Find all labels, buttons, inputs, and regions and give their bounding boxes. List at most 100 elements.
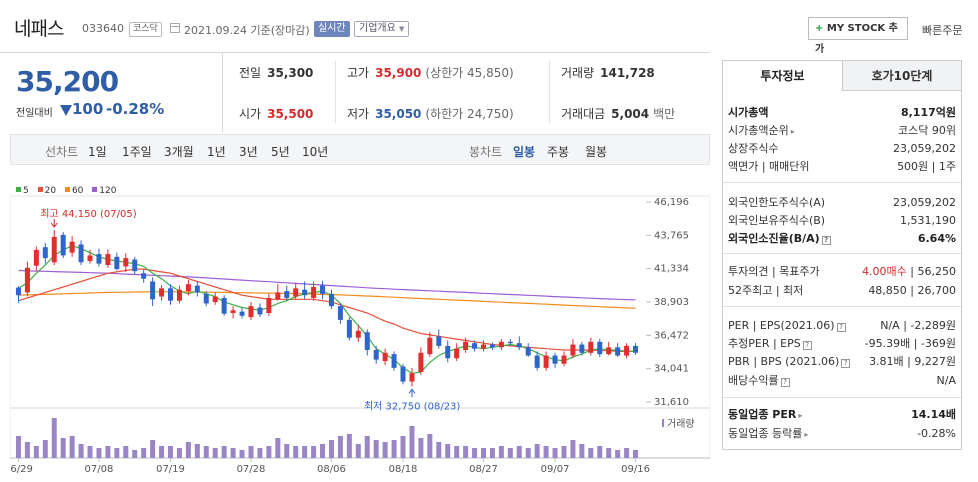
my-stock-add-button[interactable]: + MY STOCK 추가 <box>808 17 908 55</box>
company-overview-button[interactable]: 기업개요 ▼ <box>354 21 410 37</box>
calendar-icon <box>170 23 180 33</box>
candle-monthly[interactable]: 월봉 <box>585 145 608 159</box>
candle-body <box>346 319 352 338</box>
volume-bar <box>337 436 343 458</box>
candle-body <box>624 345 630 356</box>
volume-bar <box>597 446 603 458</box>
candle-body <box>427 337 433 355</box>
x-tick-label: 09/07 <box>541 464 570 475</box>
candle-body <box>373 350 379 360</box>
candle-body <box>606 347 612 355</box>
volume-bar <box>382 442 388 458</box>
period-5y[interactable]: 5년 <box>271 145 290 159</box>
volume-bar <box>525 448 531 458</box>
stat-volume: 거래량 141,728 <box>561 66 655 80</box>
x-tick-label: 07/19 <box>156 464 185 475</box>
volume-bar <box>194 444 200 458</box>
candle-body <box>185 284 191 292</box>
period-3m[interactable]: 3개월 <box>164 145 194 159</box>
row-per-eps: PER | EPS(2021.06)? N/A | -2,289원 <box>728 319 956 332</box>
candle-body <box>337 306 343 320</box>
y-tick-label: 46,196 <box>654 197 689 208</box>
candle-body <box>87 255 93 261</box>
candle-body <box>400 366 406 382</box>
volume-bar <box>168 446 173 458</box>
candle-chart-label: 봉차트 <box>469 145 503 159</box>
ma120-line <box>18 269 636 301</box>
candle-body <box>633 345 639 353</box>
candle-body <box>498 341 504 348</box>
candle-body <box>159 288 165 297</box>
candle-daily[interactable]: 일봉 <box>513 145 536 159</box>
period-1w[interactable]: 1주일 <box>122 145 152 159</box>
period-3y[interactable]: 3년 <box>239 145 258 159</box>
candle-body <box>472 343 478 349</box>
volume-bar <box>42 440 48 458</box>
volume-bar <box>239 450 245 458</box>
stat-amount: 거래대금 5,004 백만 <box>561 107 676 121</box>
volume-bar <box>87 446 93 458</box>
divider <box>723 182 961 183</box>
quick-order-link[interactable]: 빠른주문 <box>922 24 963 37</box>
candle-body <box>230 310 236 314</box>
volume-bar <box>293 446 299 458</box>
candle-body <box>132 259 138 272</box>
period-10y[interactable]: 10년 <box>302 145 329 159</box>
volume-bar <box>311 446 317 458</box>
candle-body <box>382 352 388 362</box>
candle-body <box>391 354 397 368</box>
candle-body <box>293 288 299 297</box>
volume-bar <box>302 446 308 458</box>
tab-order-book[interactable]: 호가10단계 <box>842 61 961 91</box>
y-tick-label: 34,041 <box>654 364 689 375</box>
legend-swatch <box>37 187 43 192</box>
help-icon: ? <box>802 341 812 350</box>
tab-investment-info[interactable]: 투자정보 <box>723 61 842 91</box>
divider <box>723 253 961 254</box>
market-badge: 코스닥 <box>129 22 162 37</box>
stock-name: 네패스 <box>14 18 64 40</box>
ma-legend: 5 20 60 120 <box>16 186 116 196</box>
legend-swatch <box>16 187 21 192</box>
volume-bar <box>400 436 406 458</box>
price-summary: 35,200 전일대비 100 -0.28% <box>0 52 222 132</box>
period-1d[interactable]: 1일 <box>88 145 107 159</box>
volume-bar <box>51 418 57 458</box>
volume-bar <box>364 436 370 458</box>
candle-body <box>525 347 531 356</box>
volume-bar <box>498 446 504 458</box>
volume-bar <box>445 444 451 458</box>
volume-bar <box>176 448 182 458</box>
volume-bar <box>454 446 460 458</box>
help-icon: ? <box>821 236 831 245</box>
candle-body <box>302 289 308 296</box>
volume-bar <box>418 438 424 458</box>
candle-body <box>42 247 48 259</box>
candle-body <box>516 343 522 348</box>
volume-bar <box>60 438 66 458</box>
candle-body <box>203 293 209 304</box>
volume-bar <box>123 446 129 458</box>
stock-chart[interactable]: 46,196 43,765 41,334 38,903 36,472 34,041 31,6… <box>10 178 710 478</box>
candle-weekly[interactable]: 주봉 <box>547 145 570 159</box>
volume-bar <box>248 446 254 458</box>
volume-bar <box>516 446 522 458</box>
candle-body <box>355 330 361 338</box>
realtime-button[interactable]: 실시간 <box>314 21 350 37</box>
candle-body <box>570 344 576 356</box>
help-icon: ? <box>780 378 790 387</box>
stock-code: 033640 <box>82 22 124 35</box>
candle-body <box>221 297 227 314</box>
volume-bar <box>633 450 639 458</box>
volume-legend-swatch <box>662 419 664 427</box>
volume-bar <box>436 442 442 458</box>
volume-bar <box>150 440 156 458</box>
row-52w-range: 52주최고 | 최저 48,850 | 26,700 <box>728 284 956 297</box>
investment-info-panel: 투자정보 호가10단계 시가총액 8,117억원 시가총액순위 ▸ 코스닥 90위 상… <box>722 60 962 450</box>
legend-ma120: 120 <box>99 186 117 196</box>
volume-bar <box>346 434 352 458</box>
period-1y[interactable]: 1년 <box>207 145 226 159</box>
row-foreign-ratio: 외국인소진율(B/A)? 6.64% <box>728 232 956 245</box>
volume-bar <box>212 448 218 458</box>
volume-bar <box>391 440 397 458</box>
